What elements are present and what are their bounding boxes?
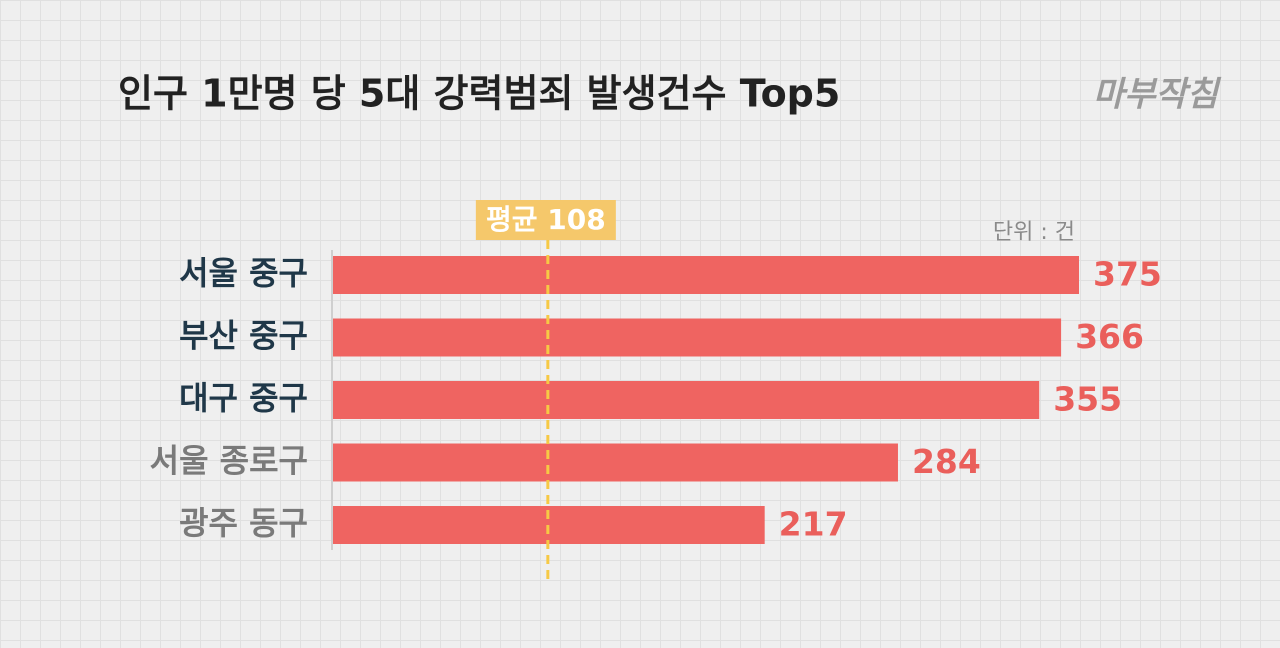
unit-label: 단위 : 건 xyxy=(993,220,1075,245)
logo: 마부작침 xyxy=(1093,75,1222,115)
average-label-text: 평균 xyxy=(486,203,538,236)
value-label: 217 xyxy=(779,505,848,544)
category-label: 서울 종로구 xyxy=(150,442,308,480)
bar xyxy=(333,256,1079,294)
value-label: 366 xyxy=(1075,317,1144,356)
bar xyxy=(333,381,1040,419)
category-label: 광주 동구 xyxy=(179,504,308,542)
value-label: 284 xyxy=(912,442,981,481)
bar xyxy=(333,443,898,482)
average-label: 평균 108 xyxy=(486,203,606,236)
bar xyxy=(333,318,1062,357)
chart-title: 인구 1만명 당 5대 강력범죄 발생건수 Top5 xyxy=(118,72,840,116)
category-label: 부산 중구 xyxy=(179,317,308,355)
average-value: 108 xyxy=(547,203,605,236)
value-label: 375 xyxy=(1093,255,1162,294)
category-label: 대구 중구 xyxy=(179,379,308,417)
value-label: 355 xyxy=(1053,380,1122,419)
average-label-box xyxy=(475,200,616,240)
category-label: 서울 중구 xyxy=(179,254,308,292)
